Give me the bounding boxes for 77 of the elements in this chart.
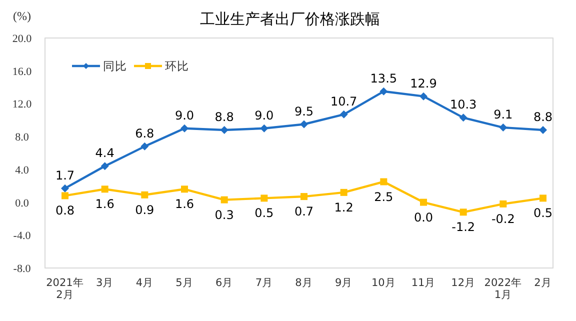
data-label: 13.5 [370, 71, 398, 86]
legend-label: 同比 [103, 59, 127, 73]
data-label: 8.8 [533, 110, 553, 124]
data-label: 0.5 [533, 206, 553, 220]
data-label: 0.7 [294, 204, 314, 219]
chart-title: 工业生产者出厂价格涨跌幅 [200, 10, 380, 28]
x-tick-label: 2021年 2月 [46, 277, 84, 302]
data-label: 0.5 [254, 206, 274, 220]
point [100, 162, 109, 170]
data-label: 10.3 [450, 98, 477, 112]
x-tick-label: 10月 [371, 277, 396, 289]
point [460, 208, 467, 216]
point [500, 200, 507, 208]
point [181, 186, 188, 193]
y-tick-label: 0.0 [15, 197, 30, 210]
data-label: 9.0 [254, 108, 274, 122]
point [300, 193, 308, 200]
point [61, 184, 69, 192]
data-label: 10.7 [330, 94, 358, 108]
point [140, 142, 149, 150]
data-label: 1.2 [334, 200, 354, 214]
data-label: -0.2 [491, 212, 515, 226]
x-tick-label: 11月 [411, 277, 436, 289]
point [180, 124, 188, 132]
data-label: 9.1 [494, 108, 513, 122]
data-label: 6.8 [135, 126, 154, 140]
point [420, 198, 427, 206]
point [499, 124, 508, 132]
data-label: 4.4 [95, 146, 114, 160]
x-tick-label: 9月 [334, 277, 353, 289]
y-tick-label: 12.0 [12, 98, 32, 111]
data-label: 0.8 [55, 204, 75, 218]
data-label: 9.5 [294, 104, 314, 118]
data-label: 12.9 [410, 76, 437, 90]
x-tick-label: 6月 [215, 277, 234, 289]
point [220, 196, 228, 204]
y-tick-label: 20.0 [12, 33, 32, 45]
point [340, 110, 348, 118]
x-tick-label: 5月 [176, 277, 194, 289]
data-label: 8.8 [214, 110, 234, 124]
x-tick-label: 12月 [451, 277, 476, 289]
y-tick-label: 16.0 [12, 66, 32, 78]
data-label: 0.9 [135, 202, 154, 217]
x-tick-label: 3月 [96, 277, 114, 289]
data-label: 2.5 [374, 190, 394, 204]
x-tick-label: 2022年 1月 [484, 277, 522, 302]
data-label: -1.2 [452, 220, 476, 234]
point [380, 87, 388, 96]
data-label: 1.7 [55, 168, 75, 182]
point [260, 194, 268, 202]
data-label: 0.3 [214, 208, 234, 222]
x-tick-label: 2月 [534, 277, 552, 289]
legend-label: 环比 [165, 59, 189, 73]
data-label: 1.6 [174, 197, 194, 212]
point [540, 194, 546, 202]
point [260, 124, 268, 132]
point [459, 114, 468, 122]
data-label: 9.0 [174, 108, 194, 122]
y-axis-title: (%) [13, 9, 31, 23]
point [340, 188, 348, 196]
data-label: 0.0 [414, 210, 434, 224]
point [539, 126, 547, 134]
point [380, 178, 388, 186]
data-label: 1.6 [95, 197, 114, 212]
y-tick-label: 8.0 [15, 132, 30, 144]
point [300, 120, 308, 128]
y-tick-label: -8.0 [13, 263, 32, 275]
x-tick-label: 4月 [136, 277, 154, 289]
y-tick-label: 4.0 [15, 164, 30, 176]
x-tick-label: 7月 [255, 277, 274, 289]
x-tick-label: 8月 [295, 277, 313, 289]
point [220, 126, 228, 134]
point [101, 186, 108, 193]
point [62, 192, 68, 200]
y-tick-label: -4.0 [13, 230, 32, 242]
point [141, 191, 148, 198]
point [420, 92, 428, 100]
